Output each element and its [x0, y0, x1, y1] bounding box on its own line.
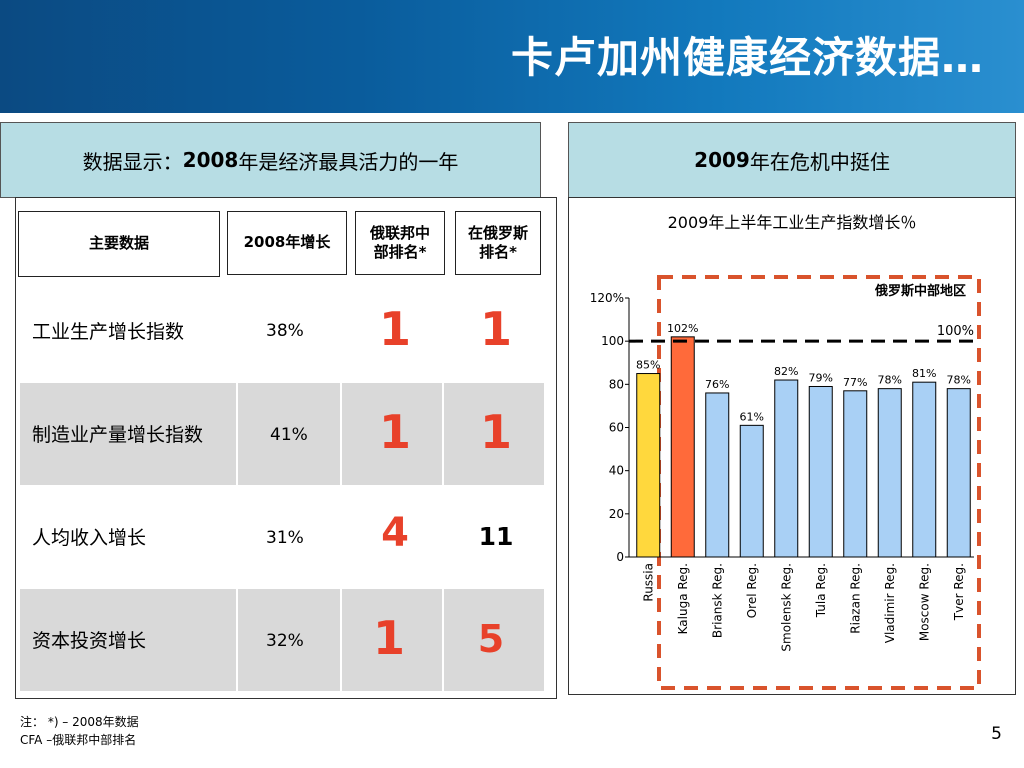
y-tick-label: 60	[609, 421, 624, 435]
left-header-prefix: 数据显示：	[82, 149, 183, 174]
bar	[739, 424, 764, 558]
bar-value-label: 78%	[878, 374, 902, 387]
bar	[808, 385, 833, 558]
title-bar: 卡卢加州健康经济数据…	[0, 0, 1024, 113]
bar-value-label: 77%	[843, 376, 867, 389]
x-category-label: Smolensk Reg.	[779, 563, 793, 652]
y-tick-label: 80	[609, 377, 624, 391]
region-box-label: 俄罗斯中部地区	[874, 283, 966, 299]
left-header-year: 2008	[182, 148, 239, 172]
row-label: 人均收入增长	[32, 527, 147, 549]
footnote-line-1: 注： *) – 2008年数据	[20, 715, 139, 729]
col-header-growth-2008: 2008年增长	[227, 211, 347, 275]
bar	[912, 381, 937, 558]
x-category-label: Briansk Reg.	[710, 563, 724, 638]
bar	[636, 373, 661, 558]
x-category-label: Tula Reg.	[814, 563, 828, 618]
bar	[877, 388, 902, 558]
bar-value-label: 102%	[667, 322, 698, 335]
chart-panel: 2009年上半年工业生产指数增长％ 俄罗斯中部地区 0 20 40 60 80 100 12…	[568, 197, 1016, 695]
bar-value-label: 85%	[636, 359, 660, 372]
footnote-line-2: CFA –俄联邦中部排名	[20, 733, 137, 747]
y-tick-label: 120%	[590, 291, 624, 305]
row-growth: 32%	[266, 631, 304, 651]
column-divider	[442, 589, 444, 691]
rank-russia-value: 5	[477, 617, 505, 661]
bar	[670, 336, 695, 558]
x-category-label: Orel Reg.	[745, 563, 759, 618]
bar-value-label: 82%	[774, 365, 798, 378]
table-row: 人均收入增长	[20, 486, 544, 588]
bar-value-label: 76%	[705, 378, 729, 391]
col-header-rank-central: 俄联邦中部排名*	[355, 211, 445, 275]
column-divider	[236, 383, 238, 485]
bar	[774, 379, 799, 558]
right-section-header: 2009 年在危机中挺住	[568, 122, 1016, 198]
y-tick-label: 40	[609, 464, 624, 478]
bar-value-label: 78%	[947, 374, 971, 387]
table-row: 资本投资增长	[20, 589, 544, 691]
bar-value-label: 81%	[912, 367, 936, 380]
slide-title: 卡卢加州健康经济数据…	[510, 33, 984, 82]
reference-line-label: 100%	[937, 324, 974, 339]
table-row: 工业生产增长指数	[20, 280, 544, 382]
chart-title: 2009年上半年工业生产指数增长％	[668, 213, 917, 232]
rank-central-value: 4	[381, 510, 409, 556]
y-tick-label: 0	[616, 550, 624, 564]
y-tick-label: 20	[609, 507, 624, 521]
column-divider	[236, 589, 238, 691]
x-category-label: Riazan Reg.	[848, 563, 862, 634]
rank-russia-value: 1	[479, 302, 512, 356]
chart-plot-area: 0 20 40 60 80 100 120% 85% Russia 102% Kaluga Reg.…	[590, 291, 979, 652]
rank-central-value: 1	[378, 405, 411, 459]
industrial-growth-chart: 2009年上半年工业生产指数增长％ 俄罗斯中部地区 0 20 40 60 80 100 12…	[590, 213, 981, 690]
x-category-label: Russia	[641, 563, 655, 602]
bar	[843, 390, 868, 558]
y-tick-label: 100	[601, 334, 624, 348]
col-header-key-data: 主要数据	[18, 211, 220, 277]
row-label: 制造业产量增长指数	[32, 424, 204, 446]
left-section-header: 数据显示： 2008 年是经济最具活力的一年	[0, 122, 541, 198]
x-category-label: Tver Reg.	[952, 563, 966, 621]
x-category-label: Kaluga Reg.	[676, 563, 690, 634]
row-label: 工业生产增长指数	[32, 321, 185, 343]
page-number: 5	[991, 724, 1002, 744]
rank-central-value: 1	[372, 611, 405, 665]
bar	[705, 392, 730, 558]
table-row: 制造业产量增长指数	[20, 383, 544, 485]
column-divider	[340, 383, 342, 485]
x-category-label: Moscow Reg.	[917, 563, 931, 641]
x-category-label: Vladimir Reg.	[883, 563, 897, 643]
rank-central-value: 1	[378, 302, 411, 356]
right-header-suffix: 年在危机中挺住	[749, 149, 890, 174]
rank-russia-value: 1	[479, 405, 512, 459]
bar-value-label: 79%	[809, 371, 833, 384]
col-header-rank-russia: 在俄罗斯排名*	[455, 211, 541, 275]
row-growth: 41%	[270, 425, 308, 445]
rank-russia-value: 11	[478, 522, 514, 551]
row-growth: 38%	[266, 321, 304, 341]
row-growth: 31%	[266, 528, 304, 548]
left-header-suffix: 年是经济最具活力的一年	[238, 149, 459, 174]
row-label: 资本投资增长	[32, 630, 147, 652]
right-header-year: 2009	[694, 148, 750, 172]
column-divider	[442, 383, 444, 485]
bar-value-label: 61%	[740, 410, 764, 423]
column-divider	[340, 589, 342, 691]
bar	[946, 388, 971, 558]
